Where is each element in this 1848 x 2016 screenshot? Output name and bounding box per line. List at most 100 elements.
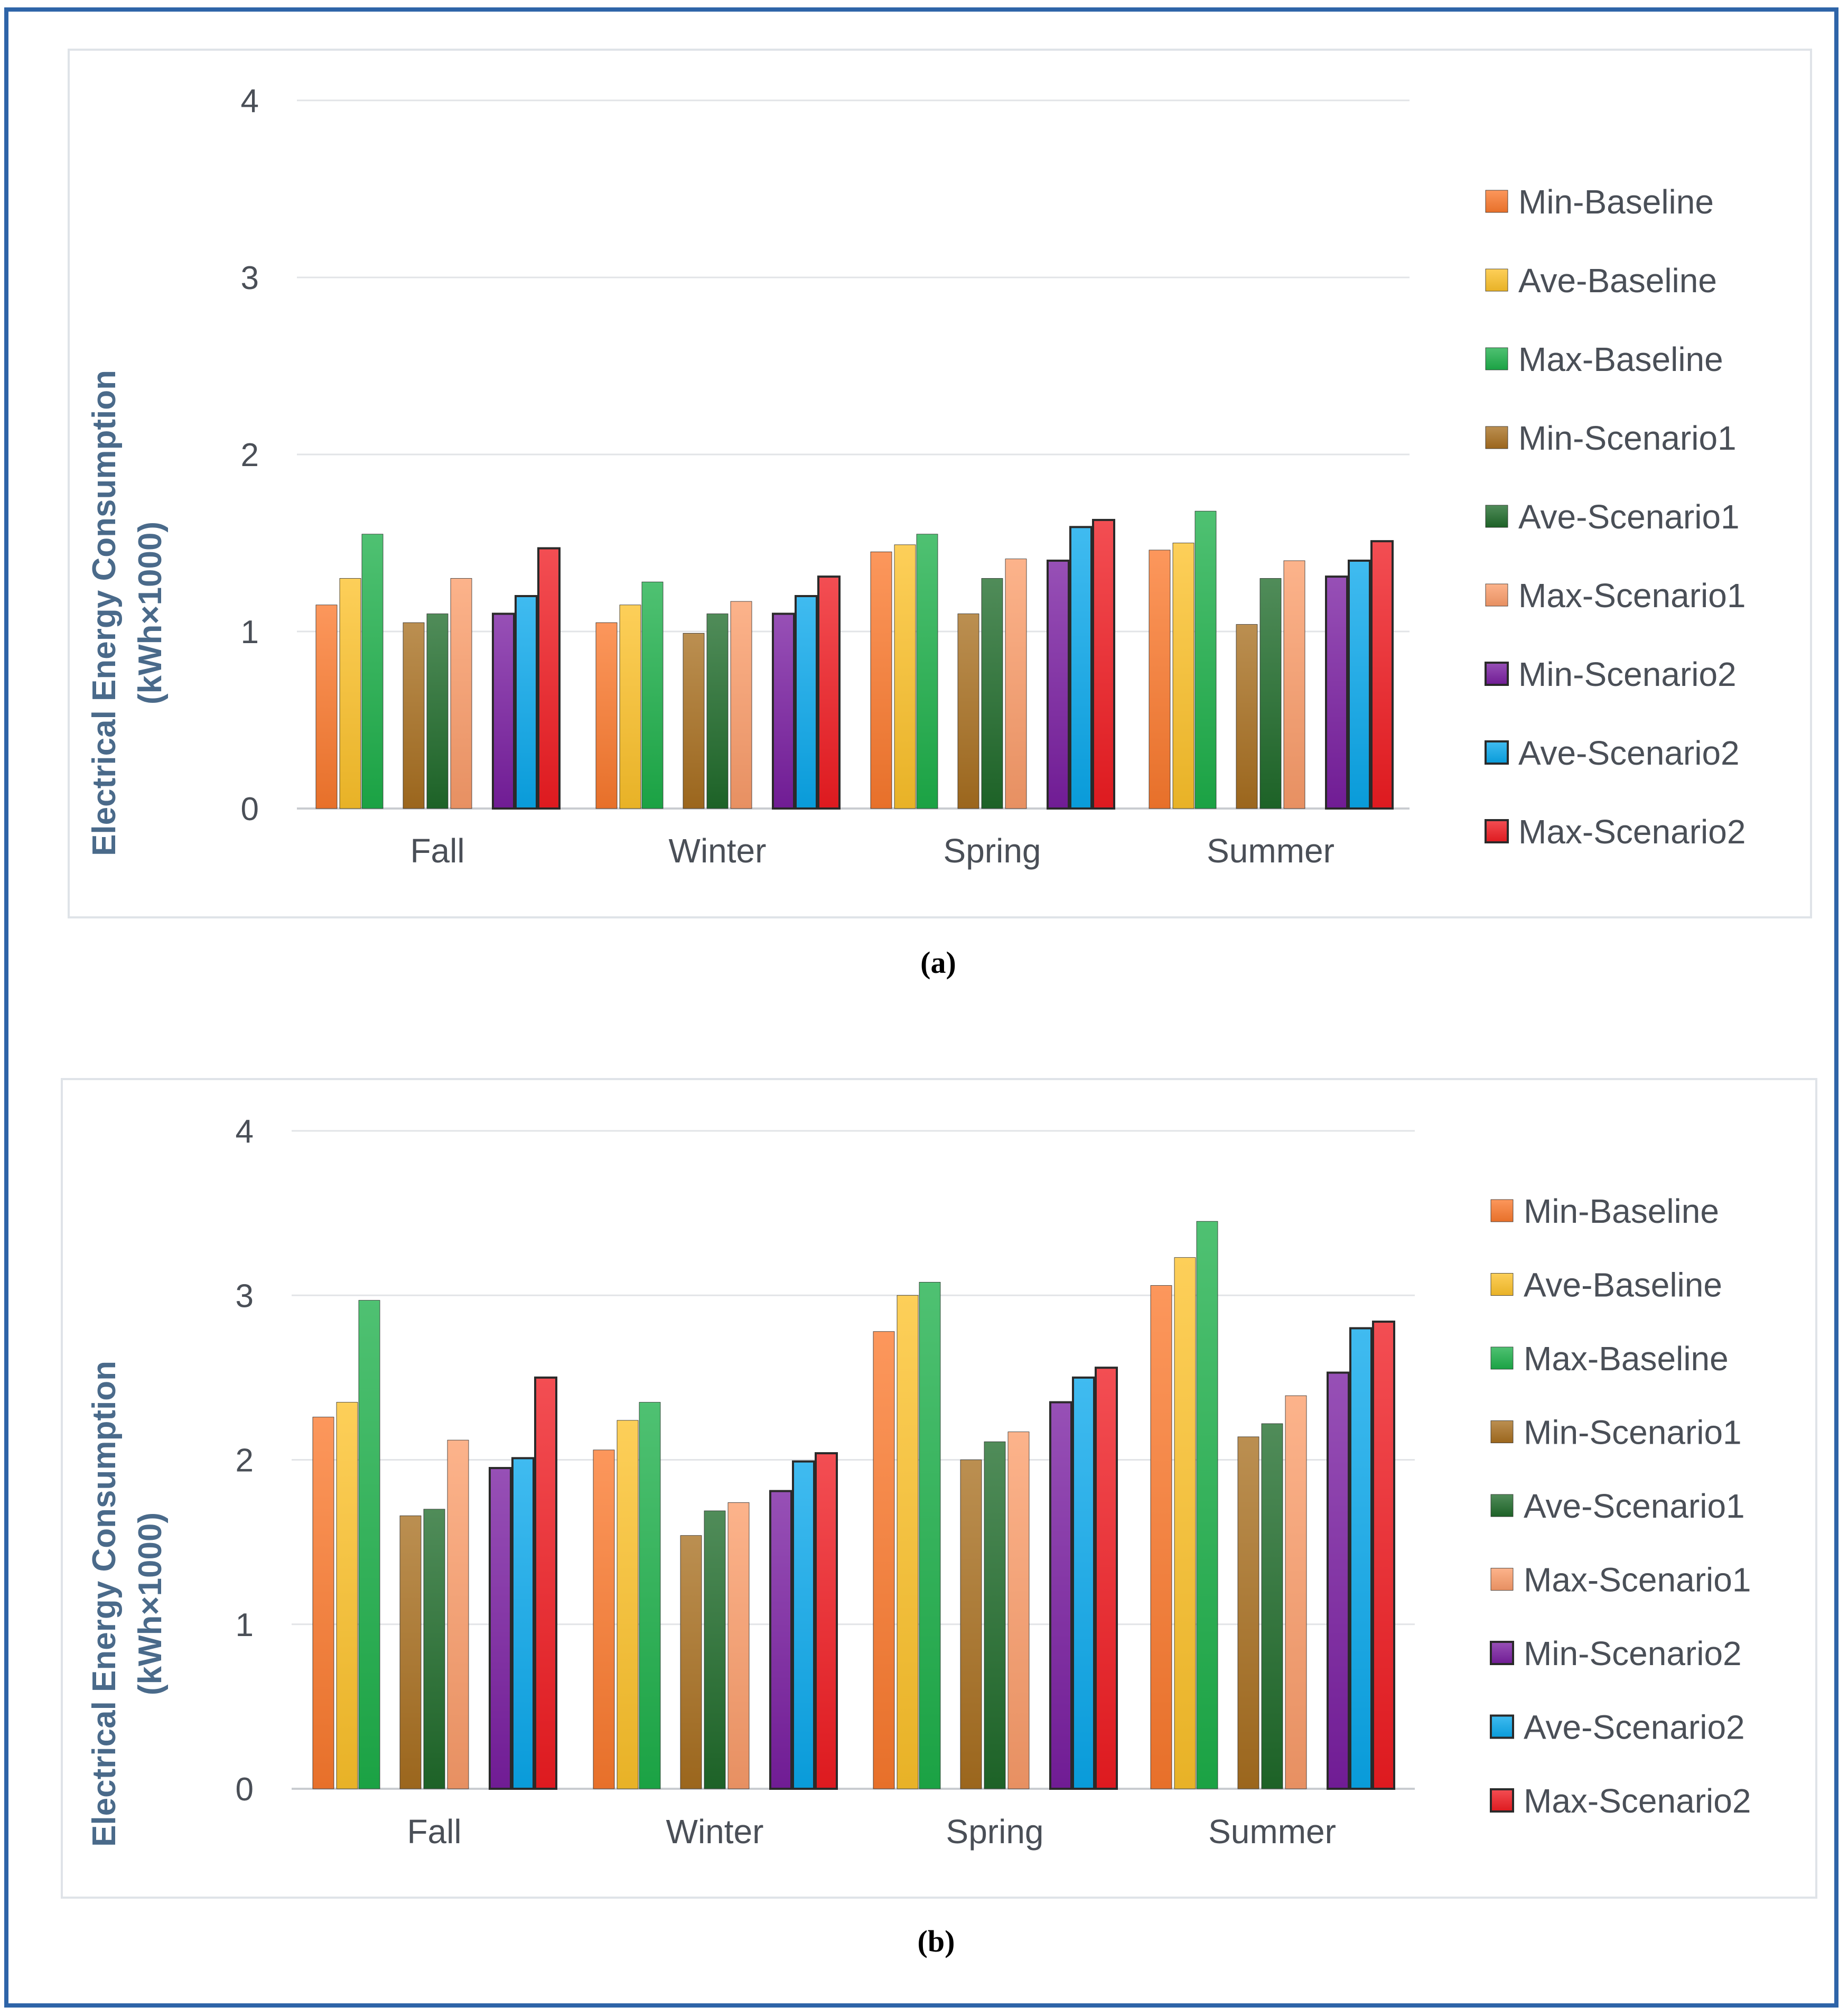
legend-swatch-max-scenario2	[1485, 819, 1509, 843]
x-category-label: Spring	[946, 1813, 1044, 1851]
x-category-label: Fall	[410, 832, 464, 870]
x-category-label: Spring	[944, 832, 1041, 870]
legend-swatch-max-scenario1	[1485, 583, 1508, 607]
bar-max-scenario2-fall	[537, 547, 561, 810]
y-tick-label: 3	[236, 1278, 254, 1314]
bar-ave-scenario1-spring	[984, 1441, 1006, 1789]
bar-min-scenario2-summer	[1325, 575, 1348, 810]
legend-label: Min-Baseline	[1518, 183, 1714, 221]
legend-label: Ave-Scenario2	[1524, 1708, 1745, 1746]
legend-label: Ave-Baseline	[1518, 262, 1717, 300]
bar-min-baseline-summer	[1150, 1285, 1172, 1789]
bar-min-scenario2-fall	[492, 612, 515, 810]
y-tick-label: 2	[241, 437, 259, 473]
legend-swatch-ave-scenario1	[1490, 1494, 1514, 1517]
bar-min-baseline-fall	[312, 1417, 334, 1789]
bar-ave-scenario2-fall	[511, 1457, 535, 1790]
chart-a: 0 1 2 3 4 Fall Winter Spring Summer Electrical En…	[86, 83, 1746, 870]
bar-max-scenario2-summer	[1372, 1321, 1395, 1790]
bar-max-scenario2-summer	[1370, 540, 1394, 810]
x-category-label: Winter	[666, 1813, 764, 1851]
bar-max-baseline-spring	[916, 534, 938, 809]
legend-label: Max-Scenario2	[1518, 813, 1746, 851]
bar-min-scenario2-spring	[1047, 560, 1070, 810]
legend-label: Min-Scenario2	[1518, 655, 1737, 693]
legend-swatch-min-scenario1	[1485, 426, 1508, 449]
legend-label: Ave-Scenario1	[1518, 498, 1740, 536]
bar-ave-scenario1-winter	[706, 614, 729, 809]
bar-max-scenario1-spring	[1007, 1432, 1030, 1789]
legend-swatch-ave-baseline	[1490, 1273, 1514, 1296]
bar-min-scenario2-fall	[489, 1467, 512, 1790]
legend-label: Max-Baseline	[1524, 1340, 1729, 1378]
bar-max-baseline-winter	[639, 1402, 661, 1789]
bar-ave-baseline-spring	[894, 544, 916, 809]
legend-label: Min-Scenario1	[1518, 419, 1737, 457]
x-category-label: Fall	[407, 1813, 461, 1851]
bar-min-scenario2-spring	[1049, 1401, 1072, 1790]
y-axis-title-line1: Electrical Energy Consumption	[86, 370, 123, 856]
bar-ave-baseline-summer	[1172, 543, 1194, 809]
bar-ave-baseline-fall	[339, 578, 361, 809]
bar-ave-scenario2-fall	[515, 595, 538, 810]
y-tick-label: 2	[236, 1443, 254, 1479]
bar-max-scenario2-winter	[815, 1452, 838, 1790]
bar-ave-scenario1-summer	[1259, 578, 1282, 809]
bar-ave-scenario1-winter	[704, 1510, 726, 1789]
x-category-label: Summer	[1207, 832, 1334, 870]
bar-max-scenario1-winter	[730, 601, 752, 809]
bar-ave-scenario2-spring	[1069, 526, 1093, 810]
bar-min-scenario2-summer	[1327, 1371, 1350, 1790]
bar-max-baseline-fall	[361, 534, 384, 809]
legend-b: Min-Baseline Ave-Baseline Max-Baseline Min-…	[1490, 1192, 1751, 1820]
bar-min-scenario1-spring	[960, 1460, 982, 1789]
bar-max-scenario2-spring	[1092, 518, 1115, 810]
legend-label: Max-Scenario1	[1524, 1561, 1751, 1599]
subfigure-caption-b: (b)	[917, 1924, 955, 1958]
bar-min-scenario1-fall	[399, 1515, 422, 1789]
legend-swatch-max-scenario1	[1490, 1568, 1514, 1591]
bar-ave-scenario1-spring	[981, 578, 1003, 809]
legend-swatch-max-baseline	[1485, 347, 1508, 370]
bar-max-scenario1-fall	[447, 1439, 469, 1789]
bar-min-scenario1-summer	[1236, 624, 1258, 809]
legend-swatch-ave-baseline	[1485, 268, 1508, 292]
bar-max-scenario2-winter	[817, 575, 841, 810]
legend-label: Min-Baseline	[1524, 1192, 1719, 1230]
legend-label: Ave-Scenario2	[1518, 734, 1740, 772]
legend-swatch-min-baseline	[1485, 190, 1508, 213]
bar-min-baseline-summer	[1149, 550, 1171, 809]
legend-label: Ave-Baseline	[1524, 1266, 1722, 1304]
legend-swatch-max-baseline	[1490, 1346, 1514, 1370]
legend-swatch-min-scenario1	[1490, 1420, 1514, 1443]
bar-max-baseline-summer	[1194, 510, 1217, 809]
bar-ave-scenario2-spring	[1072, 1376, 1095, 1790]
bar-ave-scenario2-summer	[1349, 1327, 1373, 1790]
bar-min-scenario1-spring	[957, 614, 979, 809]
bar-max-baseline-winter	[641, 581, 664, 809]
legend-label: Max-Scenario2	[1524, 1782, 1751, 1820]
bar-max-scenario1-spring	[1005, 559, 1027, 809]
bar-ave-baseline-fall	[336, 1402, 358, 1789]
legend-swatch-min-scenario2	[1490, 1641, 1514, 1665]
bar-ave-scenario1-fall	[426, 614, 449, 809]
bar-min-scenario1-fall	[403, 622, 425, 809]
bar-ave-baseline-summer	[1174, 1257, 1196, 1789]
x-category-label: Winter	[669, 832, 767, 870]
bar-ave-scenario2-summer	[1348, 560, 1371, 810]
bar-max-scenario2-fall	[534, 1376, 557, 1790]
bar-min-scenario1-winter	[680, 1535, 702, 1789]
bar-min-scenario1-summer	[1237, 1436, 1259, 1789]
bar-min-baseline-spring	[870, 551, 892, 809]
legend-label: Min-Scenario1	[1524, 1414, 1742, 1452]
y-tick-label: 0	[241, 791, 259, 828]
bar-ave-scenario1-fall	[423, 1509, 445, 1789]
bar-min-scenario2-winter	[769, 1490, 792, 1790]
legend-swatch-ave-scenario2	[1485, 740, 1509, 765]
bar-min-baseline-spring	[873, 1331, 895, 1789]
bar-max-baseline-summer	[1196, 1221, 1218, 1789]
bar-max-scenario1-winter	[727, 1502, 750, 1789]
bar-min-baseline-winter	[595, 622, 618, 809]
legend-swatch-ave-scenario2	[1490, 1714, 1514, 1739]
